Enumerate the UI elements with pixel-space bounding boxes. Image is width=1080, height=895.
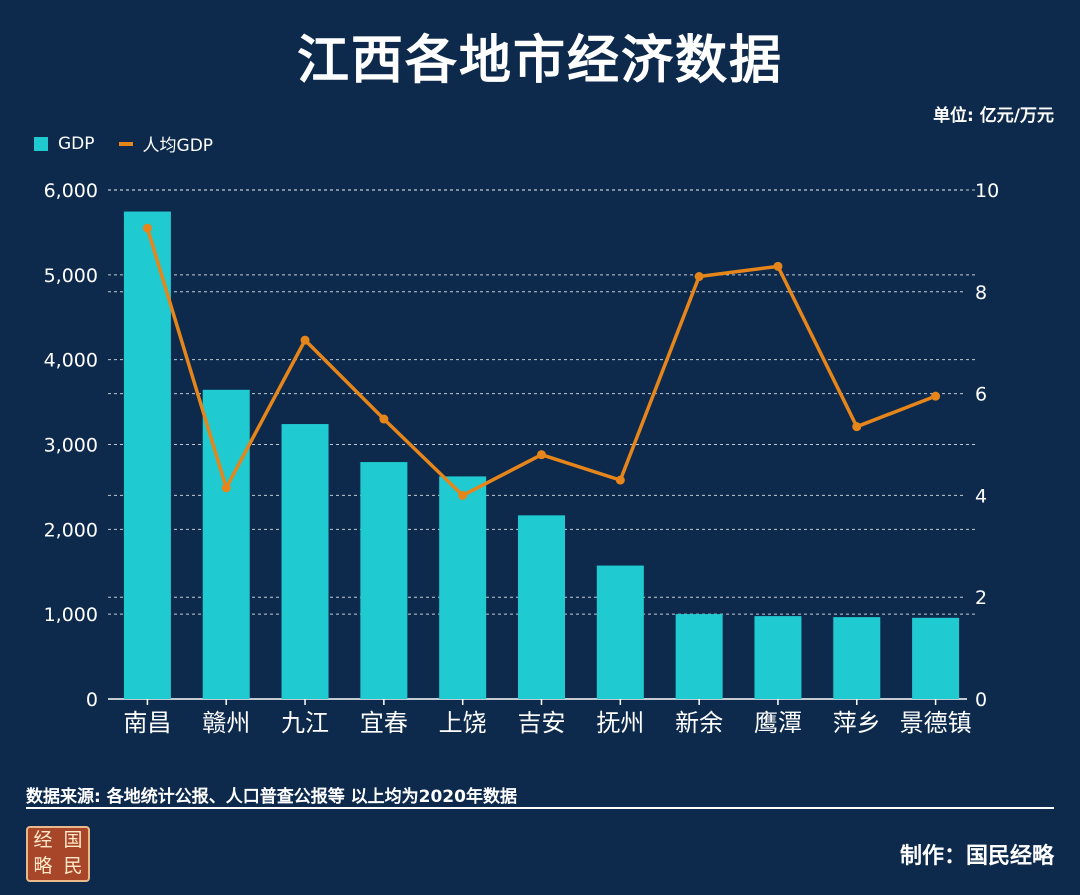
per-capita-gdp-point (773, 261, 783, 271)
per-capita-gdp-point (379, 414, 389, 424)
x-axis-tick-label: 赣州 (202, 709, 250, 737)
legend-bar-label: GDP (58, 133, 95, 154)
logo-char: 略 (33, 855, 53, 877)
gdp-bar (439, 476, 487, 699)
logo-char: 国 (63, 829, 83, 851)
left-axis-tick-label: 1,000 (44, 604, 98, 626)
per-capita-gdp-point (458, 490, 468, 500)
per-capita-gdp-point (615, 475, 625, 485)
x-axis-tick-label: 上饶 (439, 709, 487, 737)
logo-char: 民 (63, 855, 83, 877)
x-axis-tick-label: 萍乡 (833, 709, 881, 737)
x-axis-tick-label: 抚州 (596, 709, 644, 737)
right-axis-tick-label: 8 (975, 282, 987, 304)
gdp-bar (518, 515, 565, 699)
x-axis-tick-label: 南昌 (123, 709, 171, 737)
right-axis-tick-label: 10 (975, 180, 999, 202)
per-capita-gdp-point (142, 223, 152, 233)
left-axis-tick-label: 0 (86, 689, 98, 711)
gdp-bar (596, 565, 644, 699)
gdp-bar (912, 617, 960, 699)
x-axis-tick-label: 景德镇 (900, 709, 972, 737)
right-axis-tick-label: 4 (975, 485, 987, 507)
gdp-bar (281, 424, 329, 699)
gdp-bar (675, 614, 723, 699)
x-axis-tick-label: 吉安 (518, 709, 566, 737)
data-source-note: 数据来源: 各地统计公报、人口普查公报等 以上均为2020年数据 (26, 787, 517, 807)
unit-label: 单位: 亿元/万元 (933, 106, 1054, 126)
per-capita-gdp-point (221, 483, 231, 493)
x-axis-tick-label: 新余 (675, 709, 723, 737)
left-axis-tick-label: 6,000 (44, 180, 98, 202)
left-axis-tick-label: 5,000 (44, 265, 98, 287)
per-capita-gdp-point (694, 272, 704, 282)
gdp-bar (360, 462, 408, 699)
gdp-bar (833, 617, 881, 699)
x-axis-tick-label: 鹰潭 (754, 709, 802, 737)
logo-char: 经 (33, 829, 53, 851)
per-capita-gdp-point (931, 391, 941, 401)
per-capita-gdp-point (852, 422, 862, 432)
credit-label: 制作：国民经略 (899, 844, 1054, 869)
chart-title: 江西各地市经济数据 (296, 31, 783, 91)
legend-line-label: 人均GDP (142, 136, 214, 156)
legend-bar-swatch (34, 136, 48, 151)
right-axis-tick-label: 6 (975, 384, 987, 406)
legend: GDP 人均GDP (34, 131, 213, 156)
left-axis-tick-label: 3,000 (44, 435, 98, 457)
footer-divider (26, 807, 1054, 809)
x-axis-tick-label: 九江 (281, 709, 329, 737)
left-axis-tick-label: 2,000 (44, 519, 98, 541)
left-axis-tick-label: 4,000 (44, 350, 98, 372)
gdp-bar (754, 616, 802, 699)
brand-logo: 经 国 略 民 (26, 826, 90, 882)
per-capita-gdp-point (300, 335, 310, 345)
right-axis-tick-label: 2 (975, 587, 987, 609)
per-capita-gdp-point (537, 450, 546, 460)
gdp-bar (123, 211, 171, 699)
right-axis-tick-label: 0 (975, 689, 987, 711)
legend-line-swatch (118, 141, 133, 146)
x-axis-tick-label: 宜春 (360, 709, 408, 737)
